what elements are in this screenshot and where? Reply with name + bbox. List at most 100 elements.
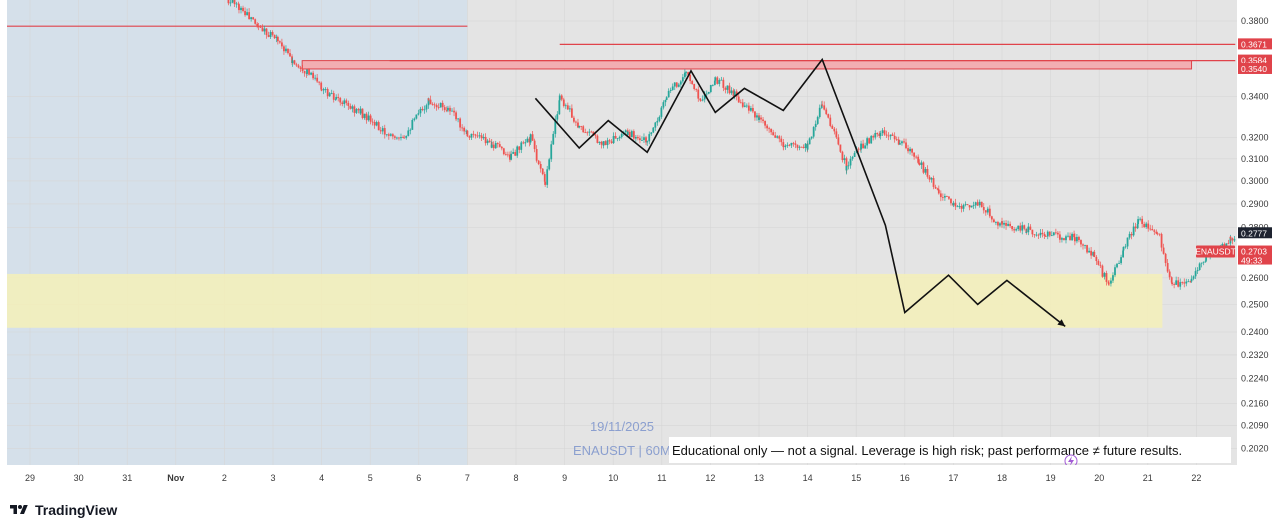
candle-down bbox=[768, 128, 771, 130]
candle-up bbox=[881, 130, 884, 134]
brand-footer[interactable]: TradingView bbox=[8, 500, 117, 520]
price-tick-label: 0.3800 bbox=[1241, 16, 1269, 26]
candle-down bbox=[455, 112, 457, 120]
price-tick-label: 0.2500 bbox=[1241, 299, 1269, 309]
price-tick-label: 0.2020 bbox=[1241, 444, 1269, 454]
candle-up bbox=[558, 95, 561, 101]
candle-down bbox=[893, 135, 896, 140]
candle-down bbox=[760, 117, 762, 120]
candle-down bbox=[379, 130, 382, 132]
candle-down bbox=[472, 133, 475, 135]
time-tick-label: 8 bbox=[513, 473, 518, 483]
candle-up bbox=[1050, 235, 1053, 236]
candle-down bbox=[1023, 225, 1026, 229]
support-zone[interactable] bbox=[7, 273, 1163, 328]
candle-down bbox=[1056, 232, 1059, 235]
candle-down bbox=[918, 162, 921, 165]
candle-down bbox=[762, 119, 764, 121]
candle-down bbox=[903, 141, 905, 143]
candle-up bbox=[643, 137, 645, 141]
candle-down bbox=[1069, 235, 1071, 241]
horizontal-lines[interactable] bbox=[7, 25, 1236, 62]
candle-down bbox=[966, 204, 969, 206]
candle-down bbox=[261, 27, 264, 32]
candle-down bbox=[772, 132, 775, 136]
candle-down bbox=[695, 89, 698, 90]
candle-down bbox=[1177, 280, 1180, 287]
price-chart[interactable]: 19/11/2025 ENAUSDT | 60M Educational onl… bbox=[0, 0, 1280, 500]
candle-down bbox=[291, 56, 293, 64]
candle-up bbox=[656, 120, 659, 123]
candle-up bbox=[626, 131, 629, 135]
candle-down bbox=[1095, 256, 1098, 262]
candle-down bbox=[560, 95, 563, 100]
candle-down bbox=[373, 122, 376, 126]
candle-down bbox=[594, 134, 597, 136]
candle-up bbox=[978, 201, 981, 206]
candle-up bbox=[409, 129, 412, 131]
candle-up bbox=[924, 168, 927, 173]
candle-down bbox=[377, 122, 380, 131]
candle-down bbox=[887, 135, 890, 137]
resistance-zone[interactable] bbox=[301, 60, 1193, 70]
candle-up bbox=[972, 205, 975, 207]
candle-down bbox=[299, 67, 302, 69]
price-axis[interactable] bbox=[1237, 0, 1280, 480]
time-tick-label: 30 bbox=[74, 473, 84, 483]
candle-up bbox=[417, 113, 420, 115]
candle-down bbox=[926, 168, 929, 177]
candle-down bbox=[827, 114, 830, 118]
candle-up bbox=[598, 141, 601, 143]
candle-up bbox=[1116, 263, 1118, 268]
candle-down bbox=[917, 156, 920, 163]
price-tag bbox=[1238, 38, 1272, 50]
time-axis[interactable] bbox=[7, 465, 1237, 490]
candle-down bbox=[1173, 284, 1176, 285]
candle-down bbox=[1166, 262, 1169, 272]
candle-down bbox=[504, 154, 507, 155]
candle-down bbox=[984, 210, 987, 213]
candle-down bbox=[1086, 245, 1088, 253]
candle-down bbox=[533, 140, 536, 150]
candle-up bbox=[654, 122, 657, 128]
candle-down bbox=[632, 131, 635, 139]
candle-up bbox=[879, 133, 882, 137]
time-tick-label: 16 bbox=[900, 473, 910, 483]
disclaimer-text: Educational only — not a signal. Leverag… bbox=[672, 443, 1182, 458]
candle-down bbox=[383, 129, 386, 135]
projection-path[interactable] bbox=[534, 57, 1066, 328]
candle-down bbox=[932, 178, 935, 187]
candle-up bbox=[1196, 270, 1199, 272]
candle-up bbox=[1126, 237, 1129, 247]
candle-up bbox=[733, 91, 736, 97]
candle-up bbox=[330, 93, 333, 94]
candle-down bbox=[402, 137, 404, 138]
candle-down bbox=[590, 131, 593, 133]
candle-down bbox=[754, 111, 756, 118]
candle-up bbox=[1114, 267, 1116, 276]
candle-down bbox=[831, 125, 834, 129]
candle-up bbox=[1204, 260, 1207, 262]
candle-up bbox=[306, 69, 308, 74]
candle-up bbox=[1007, 223, 1009, 226]
candle-up bbox=[407, 130, 410, 136]
candle-up bbox=[851, 157, 854, 159]
price-tag bbox=[1238, 54, 1272, 66]
candle-up bbox=[423, 109, 426, 111]
candle-down bbox=[637, 136, 639, 139]
candle-down bbox=[782, 142, 785, 147]
candle-down bbox=[950, 198, 952, 204]
candle-up bbox=[786, 144, 789, 146]
candle-up bbox=[616, 138, 619, 140]
candle-up bbox=[820, 104, 823, 108]
candle-up bbox=[665, 97, 668, 100]
candle-down bbox=[461, 127, 464, 129]
candle-down bbox=[770, 128, 773, 133]
candle-down bbox=[387, 134, 390, 136]
candle-up bbox=[1052, 232, 1055, 236]
watermark-symbol: ENAUSDT | 60M bbox=[573, 443, 671, 458]
candle-down bbox=[539, 164, 542, 169]
candle-up bbox=[355, 109, 358, 113]
candle-down bbox=[543, 174, 546, 182]
candle-down bbox=[841, 151, 844, 161]
